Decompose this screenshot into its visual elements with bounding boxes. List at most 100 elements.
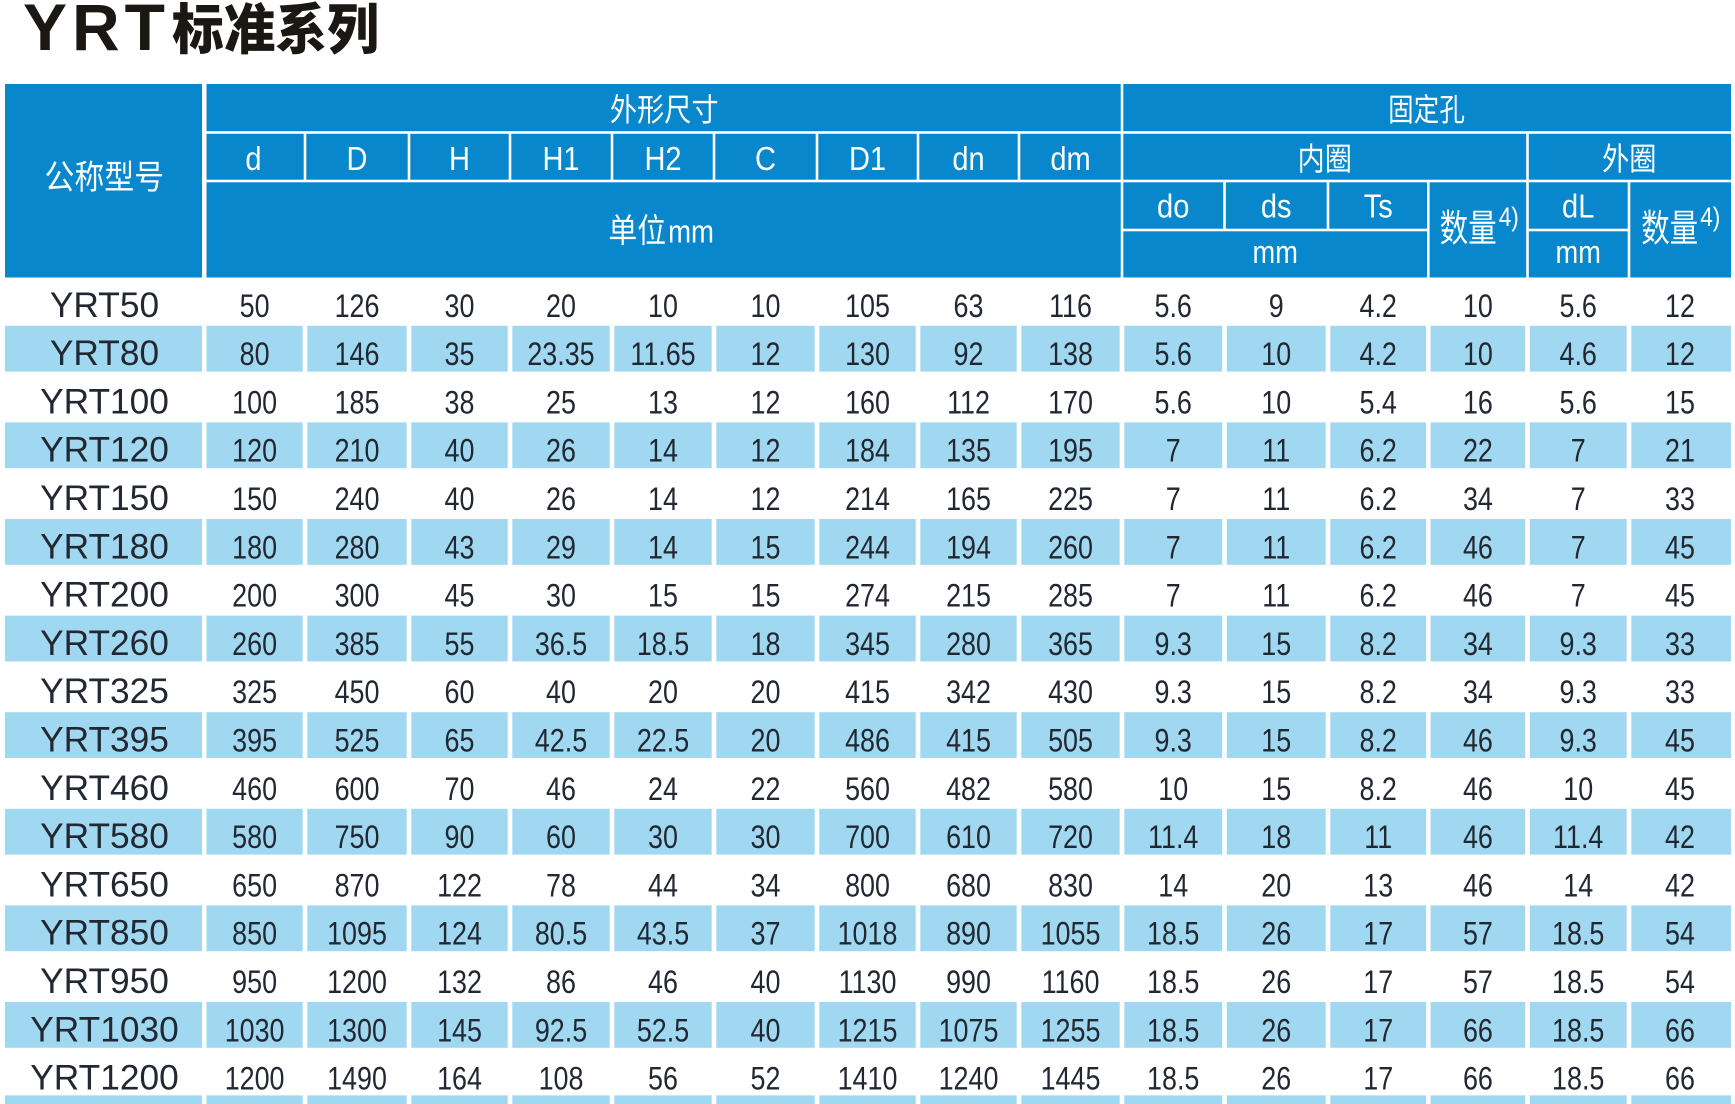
svg-text:66: 66: [1665, 1013, 1695, 1049]
svg-text:325: 325: [232, 675, 277, 711]
svg-text:7: 7: [1571, 433, 1586, 469]
svg-text:57: 57: [1463, 965, 1493, 1001]
svg-text:26: 26: [1261, 965, 1291, 1001]
svg-text:40: 40: [445, 433, 475, 469]
svg-text:34: 34: [1463, 627, 1493, 663]
svg-text:60: 60: [445, 675, 475, 711]
svg-text:18.5: 18.5: [1147, 916, 1199, 952]
svg-text:120: 120: [232, 433, 277, 469]
svg-text:YRT650: YRT650: [40, 865, 169, 904]
svg-text:20: 20: [546, 289, 576, 325]
svg-text:1445: 1445: [1041, 1061, 1101, 1097]
svg-text:40: 40: [751, 1013, 781, 1049]
svg-text:460: 460: [232, 772, 277, 808]
svg-text:52: 52: [751, 1061, 781, 1097]
svg-text:52.5: 52.5: [637, 1013, 689, 1049]
svg-text:43: 43: [445, 530, 475, 566]
svg-text:92.5: 92.5: [535, 1013, 587, 1049]
svg-text:1130: 1130: [839, 965, 897, 1001]
svg-text:C: C: [755, 140, 776, 177]
svg-text:40: 40: [546, 675, 576, 711]
svg-text:11.65: 11.65: [630, 337, 695, 373]
svg-text:YRT325: YRT325: [40, 672, 169, 711]
svg-text:260: 260: [1048, 530, 1093, 566]
svg-text:80: 80: [240, 337, 270, 373]
svg-text:55: 55: [445, 627, 475, 663]
svg-text:195: 195: [1048, 433, 1093, 469]
svg-text:720: 720: [1048, 820, 1093, 856]
svg-text:YRT950: YRT950: [40, 962, 169, 1001]
svg-text:9.3: 9.3: [1560, 675, 1597, 711]
svg-text:990: 990: [946, 965, 991, 1001]
svg-text:1240: 1240: [939, 1061, 999, 1097]
svg-text:135: 135: [946, 433, 991, 469]
svg-text:45: 45: [1665, 772, 1695, 808]
svg-text:46: 46: [648, 965, 678, 1001]
svg-text:30: 30: [751, 820, 781, 856]
svg-text:YRT150: YRT150: [40, 479, 169, 518]
svg-text:18.5: 18.5: [1552, 965, 1604, 1001]
svg-text:46: 46: [1463, 578, 1493, 614]
svg-text:138: 138: [1048, 337, 1093, 373]
svg-text:8.2: 8.2: [1360, 772, 1397, 808]
svg-text:17: 17: [1363, 965, 1393, 1001]
svg-text:5.6: 5.6: [1560, 289, 1597, 325]
svg-text:10: 10: [1261, 337, 1291, 373]
svg-text:16: 16: [1463, 385, 1493, 421]
svg-text:12: 12: [751, 482, 781, 518]
svg-text:dn: dn: [952, 140, 984, 177]
svg-text:9.3: 9.3: [1155, 723, 1192, 759]
svg-text:46: 46: [546, 772, 576, 808]
svg-text:26: 26: [1261, 916, 1291, 952]
svg-text:8.2: 8.2: [1360, 723, 1397, 759]
svg-text:105: 105: [845, 289, 890, 325]
svg-text:165: 165: [946, 482, 991, 518]
svg-text:240: 240: [335, 482, 380, 518]
svg-text:6.2: 6.2: [1360, 433, 1397, 469]
svg-text:YRT1200: YRT1200: [30, 1059, 178, 1098]
svg-text:40: 40: [445, 482, 475, 518]
svg-text:Ts: Ts: [1364, 188, 1393, 225]
svg-text:14: 14: [1563, 868, 1593, 904]
svg-text:12: 12: [1665, 337, 1695, 373]
svg-text:7: 7: [1571, 578, 1586, 614]
svg-text:160: 160: [845, 385, 890, 421]
svg-text:4): 4): [1499, 202, 1519, 232]
svg-text:66: 66: [1463, 1013, 1493, 1049]
svg-text:15: 15: [751, 530, 781, 566]
svg-text:215: 215: [946, 578, 991, 614]
svg-text:194: 194: [946, 530, 991, 566]
svg-text:4.2: 4.2: [1360, 289, 1397, 325]
svg-text:YRT850: YRT850: [40, 914, 169, 953]
svg-text:285: 285: [1048, 578, 1093, 614]
svg-text:600: 600: [335, 772, 380, 808]
svg-text:24: 24: [648, 772, 678, 808]
svg-text:1018: 1018: [838, 916, 898, 952]
svg-text:80.5: 80.5: [535, 916, 587, 952]
svg-text:486: 486: [845, 723, 890, 759]
svg-text:1075: 1075: [939, 1013, 999, 1049]
svg-text:274: 274: [845, 578, 890, 614]
svg-text:78: 78: [546, 868, 576, 904]
svg-text:mm: mm: [1556, 235, 1601, 271]
svg-text:33: 33: [1665, 482, 1695, 518]
svg-text:23.35: 23.35: [527, 337, 594, 373]
svg-text:45: 45: [1665, 723, 1695, 759]
svg-text:46: 46: [1463, 772, 1493, 808]
svg-text:7: 7: [1166, 530, 1181, 566]
svg-text:1300: 1300: [327, 1013, 387, 1049]
svg-text:6.2: 6.2: [1360, 578, 1397, 614]
svg-text:26: 26: [546, 482, 576, 518]
svg-text:450: 450: [335, 675, 380, 711]
svg-text:11.4: 11.4: [1553, 820, 1603, 856]
svg-text:30: 30: [445, 289, 475, 325]
svg-text:15: 15: [648, 578, 678, 614]
svg-text:7: 7: [1166, 482, 1181, 518]
svg-text:YRT395: YRT395: [40, 721, 169, 760]
svg-text:15: 15: [1261, 627, 1291, 663]
svg-text:280: 280: [335, 530, 380, 566]
svg-text:5.6: 5.6: [1155, 337, 1192, 373]
svg-text:164: 164: [437, 1061, 482, 1097]
svg-text:5.6: 5.6: [1155, 289, 1192, 325]
svg-text:21: 21: [1665, 433, 1695, 469]
